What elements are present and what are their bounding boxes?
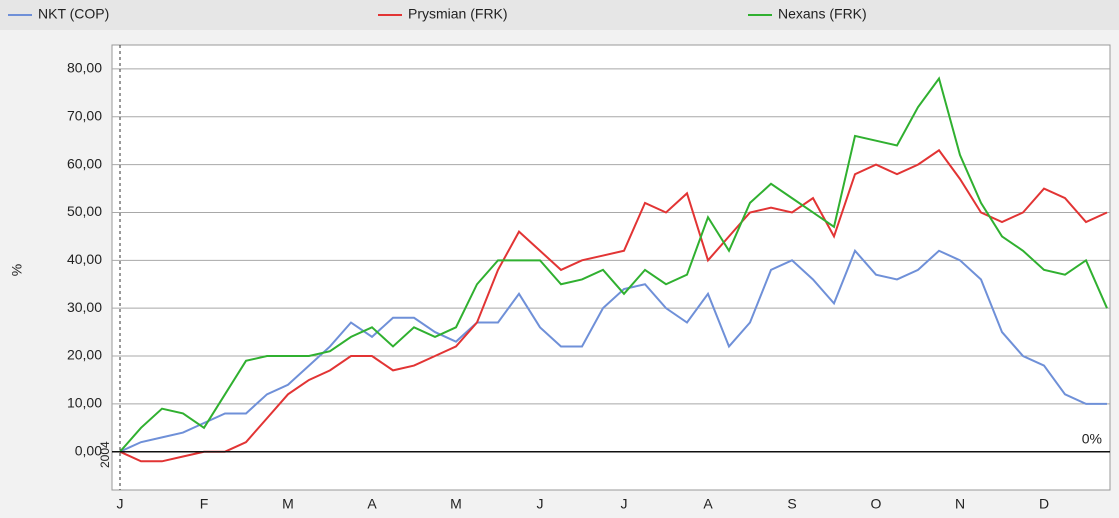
legend-label: Nexans (FRK) [778, 6, 867, 22]
y-tick-label: 70,00 [67, 107, 102, 123]
y-tick-label: 40,00 [67, 251, 102, 267]
y-tick-label: 20,00 [67, 347, 102, 363]
x-tick-label: S [787, 496, 796, 512]
x-tick-label: J [621, 496, 628, 512]
x-tick-label: A [703, 496, 713, 512]
y-tick-label: 0,00 [75, 442, 102, 458]
x-tick-label: D [1039, 496, 1049, 512]
legend-bar [0, 0, 1119, 30]
legend-label: NKT (COP) [38, 6, 109, 22]
x-tick-label: F [200, 496, 209, 512]
x-tick-label: N [955, 496, 965, 512]
x-tick-label: J [117, 496, 124, 512]
x-tick-label: M [450, 496, 462, 512]
y-tick-label: 80,00 [67, 60, 102, 76]
y-tick-label: 30,00 [67, 299, 102, 315]
series-line [119, 76, 1108, 453]
x-tick-label: J [537, 496, 544, 512]
series-line [119, 148, 1108, 463]
y-axis-label: % [9, 264, 25, 276]
y-tick-label: 50,00 [67, 203, 102, 219]
series-line [119, 248, 1107, 453]
legend-label: Prysmian (FRK) [408, 6, 508, 22]
plot-area [111, 44, 1111, 491]
start-label: 2004 [98, 441, 112, 468]
y-tick-label: 60,00 [67, 155, 102, 171]
x-tick-label: A [367, 496, 377, 512]
x-tick-label: M [282, 496, 294, 512]
x-tick-label: O [871, 496, 882, 512]
zero-label: 0% [1082, 430, 1102, 446]
y-tick-label: 10,00 [67, 395, 102, 411]
